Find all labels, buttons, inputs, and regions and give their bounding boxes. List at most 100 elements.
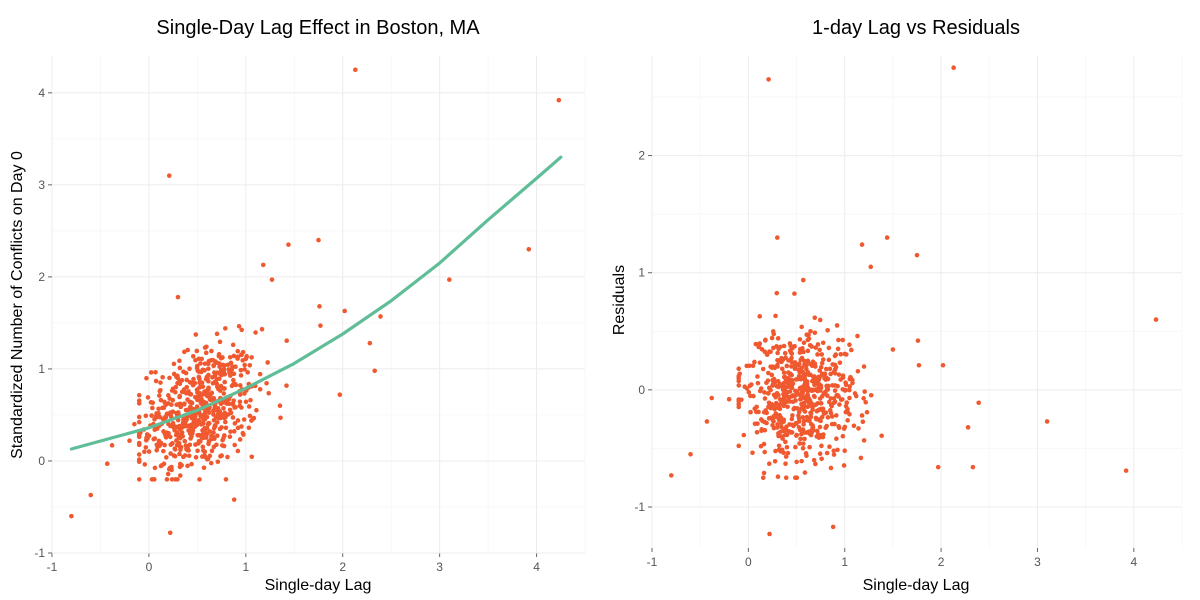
data-point bbox=[136, 401, 142, 406]
data-point bbox=[775, 364, 780, 369]
data-point bbox=[182, 349, 187, 355]
data-point bbox=[779, 366, 785, 372]
data-point bbox=[217, 371, 223, 376]
data-point bbox=[223, 425, 229, 431]
data-point bbox=[770, 383, 775, 388]
data-point bbox=[208, 460, 214, 466]
data-point bbox=[832, 399, 838, 404]
data-point bbox=[856, 426, 861, 431]
data-point bbox=[211, 418, 217, 423]
data-point bbox=[792, 343, 797, 349]
data-point bbox=[789, 394, 794, 399]
data-point bbox=[247, 362, 253, 368]
data-point bbox=[236, 323, 242, 329]
data-point bbox=[161, 448, 166, 454]
data-point bbox=[804, 332, 810, 338]
data-point bbox=[803, 451, 809, 456]
data-point bbox=[257, 386, 263, 392]
data-point bbox=[266, 390, 272, 396]
data-point bbox=[776, 417, 782, 423]
data-point bbox=[239, 327, 245, 333]
data-point bbox=[181, 402, 187, 407]
data-point bbox=[219, 412, 225, 417]
data-point bbox=[196, 438, 202, 444]
data-point bbox=[211, 395, 217, 401]
data-point bbox=[817, 368, 822, 373]
data-point bbox=[226, 412, 231, 417]
data-point bbox=[797, 397, 803, 402]
data-point bbox=[783, 475, 789, 481]
data-point bbox=[819, 352, 825, 357]
data-point bbox=[935, 464, 941, 470]
data-point bbox=[186, 453, 192, 459]
data-point bbox=[769, 335, 775, 341]
data-point bbox=[826, 399, 832, 405]
x-tick-label: 4 bbox=[533, 560, 540, 574]
data-point bbox=[965, 425, 971, 430]
data-point bbox=[821, 411, 827, 416]
data-point bbox=[849, 347, 854, 353]
y-tick-label: 3 bbox=[38, 178, 45, 192]
data-point bbox=[240, 430, 246, 436]
data-point bbox=[149, 477, 155, 482]
data-point bbox=[787, 371, 793, 377]
data-point bbox=[793, 444, 798, 450]
data-point bbox=[142, 462, 148, 467]
data-point bbox=[780, 436, 785, 441]
data-point bbox=[859, 242, 865, 247]
data-point bbox=[826, 383, 831, 389]
data-point bbox=[879, 433, 884, 439]
data-point bbox=[817, 396, 823, 401]
data-point bbox=[211, 363, 216, 369]
data-point bbox=[174, 402, 179, 407]
data-point bbox=[220, 437, 225, 443]
data-point bbox=[787, 389, 793, 394]
data-point bbox=[766, 461, 772, 467]
data-point bbox=[785, 404, 790, 410]
data-point bbox=[815, 342, 821, 347]
data-point bbox=[771, 345, 776, 351]
data-points bbox=[69, 67, 562, 536]
data-point bbox=[215, 459, 221, 465]
data-point bbox=[773, 394, 778, 400]
data-point bbox=[829, 414, 835, 419]
data-point bbox=[861, 438, 867, 443]
data-point bbox=[767, 531, 772, 537]
data-point bbox=[668, 473, 674, 478]
data-point bbox=[173, 477, 178, 482]
data-point bbox=[754, 429, 760, 435]
data-point bbox=[206, 420, 211, 426]
data-point bbox=[798, 376, 804, 382]
data-point bbox=[231, 497, 237, 502]
data-point bbox=[228, 370, 234, 376]
data-point bbox=[819, 443, 824, 449]
data-point bbox=[316, 237, 321, 243]
data-point bbox=[215, 384, 220, 390]
data-point bbox=[132, 421, 137, 427]
data-point bbox=[819, 406, 825, 412]
data-point bbox=[757, 388, 763, 394]
data-point bbox=[826, 345, 832, 351]
data-point bbox=[152, 436, 158, 441]
data-point bbox=[783, 454, 789, 459]
data-point bbox=[847, 376, 853, 382]
data-point bbox=[840, 337, 846, 343]
data-point bbox=[755, 380, 761, 386]
data-point bbox=[769, 372, 775, 378]
data-point bbox=[235, 348, 241, 354]
data-point bbox=[773, 313, 778, 319]
data-point bbox=[868, 392, 874, 398]
data-point bbox=[214, 442, 219, 448]
data-point bbox=[815, 352, 820, 357]
data-point bbox=[150, 400, 156, 405]
data-point bbox=[860, 419, 866, 425]
data-point bbox=[850, 380, 855, 386]
data-point bbox=[152, 427, 158, 433]
data-point bbox=[201, 391, 206, 397]
data-point bbox=[801, 418, 807, 424]
data-point bbox=[249, 454, 255, 460]
data-point bbox=[835, 447, 840, 453]
data-point bbox=[736, 366, 742, 371]
data-point bbox=[172, 453, 178, 459]
